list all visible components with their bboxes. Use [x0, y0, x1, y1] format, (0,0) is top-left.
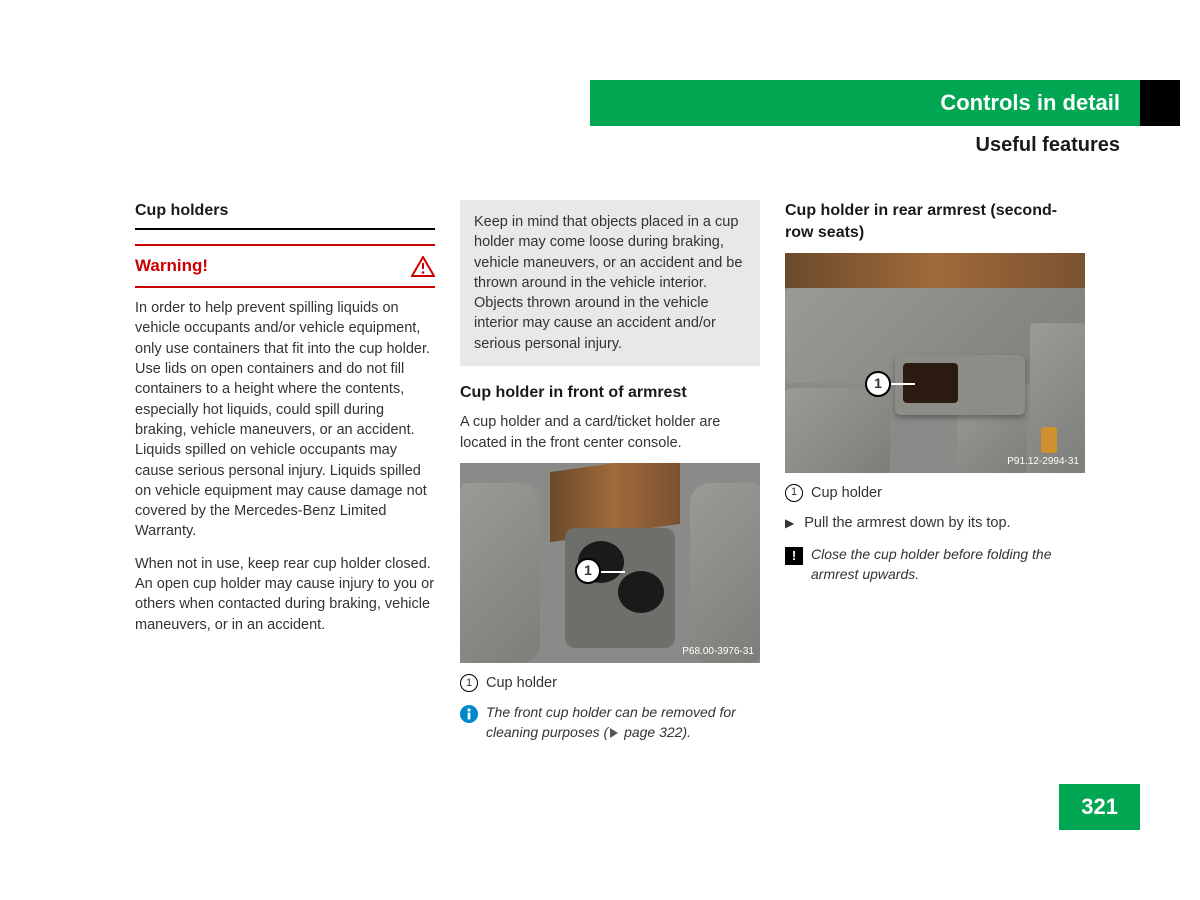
- legend-number: 1: [785, 484, 803, 502]
- callout-marker: 1: [865, 371, 891, 397]
- figure-rear-cup-holder: 1 P91.12-2994-31: [785, 253, 1085, 473]
- exclamation-icon: !: [785, 547, 803, 565]
- column-3: Cup holder in rear armrest (second-row s…: [785, 200, 1085, 743]
- page-number: 321: [1059, 784, 1140, 830]
- chapter-bar: Controls in detail: [590, 80, 1140, 126]
- legend-label: Cup holder: [811, 483, 882, 503]
- thumb-tab: [1140, 80, 1180, 126]
- warning-header: Warning!: [135, 246, 435, 288]
- figure-reference: P68.00-3976-31: [682, 645, 754, 659]
- info-text-b: page 322).: [620, 724, 691, 740]
- warning-paragraph: In order to help prevent spilling liquid…: [135, 298, 435, 542]
- legend-row: 1 Cup holder: [460, 673, 760, 693]
- section-title-cup-holders: Cup holders: [135, 200, 435, 230]
- page-ref-triangle-icon: [610, 728, 618, 738]
- legend-row: 1 Cup holder: [785, 483, 1085, 503]
- info-note: The front cup holder can be removed for …: [460, 703, 760, 742]
- note-text: Close the cup holder before folding the …: [811, 545, 1085, 584]
- subheading-rear-armrest: Cup holder in rear armrest (second-row s…: [785, 200, 1085, 245]
- column-2: Keep in mind that objects placed in a cu…: [460, 200, 760, 743]
- action-step: ▶ Pull the armrest down by its top.: [785, 513, 1085, 533]
- callout-marker: 1: [575, 558, 601, 584]
- info-icon: [460, 705, 478, 723]
- warning-triangle-icon: [411, 256, 435, 277]
- warning-text: In order to help prevent spilling liquid…: [135, 298, 435, 635]
- column-1: Cup holders Warning! In order to help pr…: [135, 200, 435, 743]
- figure-front-cup-holder: 1 P68.00-3976-31: [460, 463, 760, 663]
- subheading-front-armrest: Cup holder in front of armrest: [460, 382, 760, 404]
- caution-grey-box: Keep in mind that objects placed in a cu…: [460, 200, 760, 366]
- legend-label: Cup holder: [486, 673, 557, 693]
- callout-number: 1: [874, 374, 882, 394]
- warning-box: Warning! In order to help prevent spilli…: [135, 244, 435, 635]
- chapter-title: Controls in detail: [940, 90, 1120, 115]
- content-columns: Cup holders Warning! In order to help pr…: [135, 200, 1095, 743]
- page-header: Controls in detail Useful features: [590, 80, 1140, 157]
- legend-number: 1: [460, 674, 478, 692]
- figure-reference: P91.12-2994-31: [1007, 455, 1079, 469]
- callout-number: 1: [584, 561, 592, 581]
- warning-paragraph: When not in use, keep rear cup holder cl…: [135, 554, 435, 635]
- info-text: The front cup holder can be removed for …: [486, 703, 760, 742]
- action-text: Pull the armrest down by its top.: [804, 513, 1010, 533]
- action-bullet-icon: ▶: [785, 515, 794, 533]
- important-note: ! Close the cup holder before folding th…: [785, 545, 1085, 584]
- warning-label: Warning!: [135, 254, 208, 278]
- intro-text: A cup holder and a card/ticket holder ar…: [460, 412, 760, 453]
- section-subtitle: Useful features: [590, 126, 1140, 157]
